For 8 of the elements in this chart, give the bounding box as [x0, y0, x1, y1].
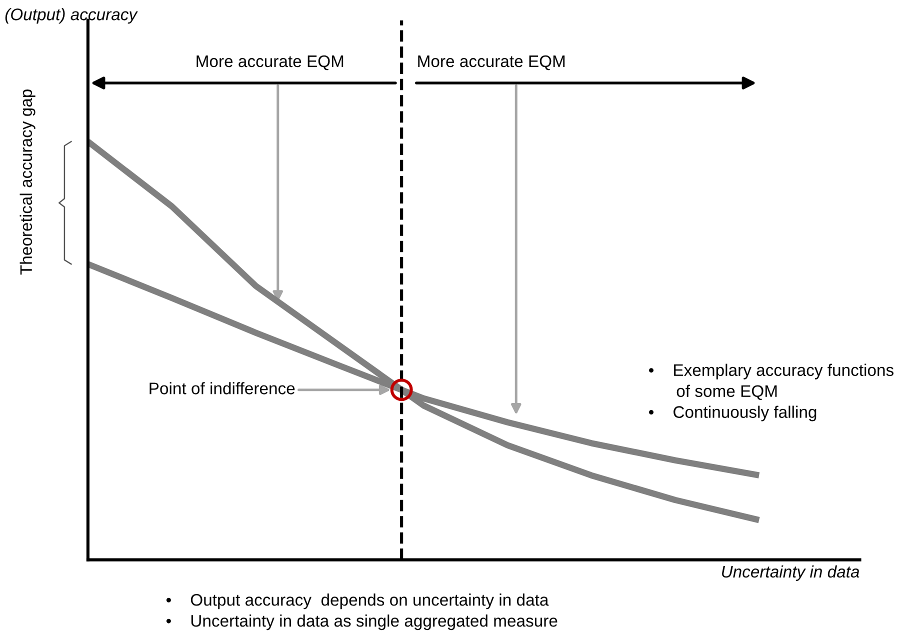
annotation: • Exemplary accuracy functions of some EQM • Continuously falling — [649, 364, 894, 422]
text: Theoretical accuracy gap — [20, 90, 36, 275]
text: • Output accuracy depends on uncertainty in data • Uncertainty in data as single aggregated measure — [166, 594, 558, 630]
text: More accurate EQM — [196, 55, 344, 70]
text: (Output) accuracy — [5, 8, 138, 24]
text: More accurate EQM — [418, 55, 565, 70]
x-axis-title: Uncertainty in data — [722, 565, 860, 581]
annotation: Point of indifference — [150, 382, 295, 394]
